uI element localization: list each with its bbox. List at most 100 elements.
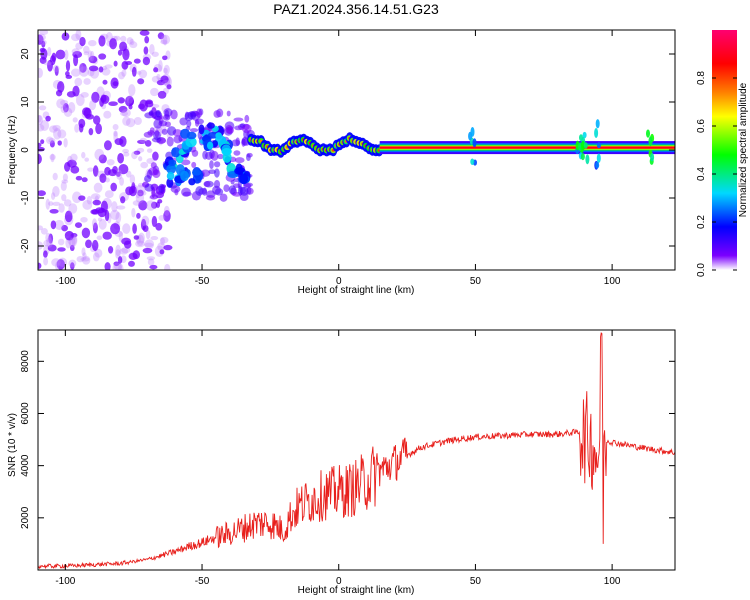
noise-speck: [113, 130, 118, 137]
noise-speck: [45, 198, 51, 210]
line-disturbance: [595, 161, 600, 169]
signal-speck: [231, 139, 241, 147]
noise-speck: [155, 222, 163, 231]
noise-speck: [78, 195, 86, 201]
noise-speck: [163, 64, 170, 75]
signal-speck: [195, 186, 204, 196]
spectrogram-y-axis-label: Frequency (Hz): [7, 116, 18, 185]
noise-speck: [126, 37, 134, 45]
noise-speck: [79, 36, 86, 47]
noise-speck: [131, 151, 138, 160]
noise-speck: [75, 94, 85, 106]
noise-speck: [160, 39, 168, 45]
signal-speck: [213, 110, 221, 118]
noise-speck: [88, 39, 97, 47]
noise-speck: [55, 89, 63, 97]
noise-speck: [43, 239, 52, 247]
noise-speck: [70, 262, 75, 270]
line-disturbance: [472, 138, 477, 148]
signal-speck: [146, 169, 153, 179]
noise-speck: [128, 260, 135, 267]
noise-speck: [103, 140, 112, 151]
signal-speck: [170, 109, 178, 120]
line-disturbance: [648, 136, 653, 147]
noise-speck: [98, 35, 106, 47]
noise-speck: [60, 105, 68, 114]
noise-speck: [138, 232, 145, 244]
noise-speck: [98, 66, 104, 73]
noise-speck: [138, 200, 148, 211]
noise-speck: [120, 35, 127, 43]
noise-speck: [57, 81, 65, 93]
noise-speck: [104, 209, 110, 222]
noise-speck: [160, 75, 169, 84]
noise-speck: [116, 205, 126, 210]
noise-speck: [116, 171, 121, 177]
noise-speck: [74, 77, 83, 87]
noise-speck: [94, 248, 103, 258]
noise-speck: [54, 65, 59, 76]
noise-speck: [112, 166, 118, 174]
signal-speck: [161, 128, 168, 135]
noise-speck: [81, 177, 88, 183]
noise-speck: [118, 231, 123, 242]
noise-speck: [38, 142, 42, 148]
noise-speck: [144, 139, 152, 147]
noise-speck: [81, 151, 86, 159]
noise-speck: [95, 123, 102, 135]
noise-speck: [117, 153, 124, 164]
noise-speck: [43, 250, 48, 258]
signal-speck: [213, 180, 221, 189]
noise-speck: [115, 244, 121, 257]
x-tick-label: -100: [55, 576, 75, 587]
noise-speck: [70, 165, 80, 174]
line-disturbance: [583, 142, 588, 149]
noise-speck: [98, 154, 107, 164]
noise-speck: [38, 33, 46, 41]
noise-speck: [129, 38, 135, 46]
line-disturbance: [650, 153, 655, 162]
noise-speck: [99, 97, 104, 107]
signal-speck: [163, 108, 173, 117]
noise-speck: [40, 227, 48, 235]
noise-speck: [118, 105, 128, 113]
noise-speck: [159, 249, 165, 255]
noise-speck: [48, 138, 56, 143]
noise-speck: [38, 105, 47, 111]
noise-speck: [121, 69, 127, 77]
noise-speck: [138, 156, 143, 162]
noise-speck: [61, 194, 67, 202]
noise-speck: [122, 48, 130, 61]
signal-speck: [209, 160, 214, 170]
noise-speck: [75, 30, 82, 40]
noise-speck: [80, 257, 90, 262]
noise-speck: [150, 236, 159, 241]
noise-speck: [150, 87, 159, 97]
noise-speck: [93, 182, 103, 193]
signal-speck: [244, 114, 250, 123]
noise-speck: [104, 262, 111, 270]
noise-speck: [47, 244, 57, 252]
noise-speck: [162, 35, 168, 46]
noise-speck: [88, 55, 98, 64]
signal-speck: [195, 119, 200, 127]
line-disturbance: [594, 128, 599, 138]
signal-cluster: [180, 170, 189, 182]
noise-speck: [81, 247, 86, 257]
noise-speck: [131, 207, 136, 218]
y-tick-label: 6000: [20, 402, 31, 425]
noise-speck: [85, 239, 92, 249]
noise-speck: [144, 35, 150, 44]
noise-speck: [139, 137, 147, 144]
noise-speck: [52, 172, 58, 181]
noise-speck: [48, 233, 54, 244]
noise-speck: [86, 195, 93, 205]
snr-x-axis-label: Height of straight line (km): [298, 585, 415, 596]
noise-speck: [87, 167, 94, 172]
noise-speck: [47, 46, 52, 57]
noise-speck: [57, 140, 62, 146]
noise-speck: [73, 54, 79, 67]
noise-speck: [40, 40, 47, 45]
signal-speck: [180, 159, 191, 166]
line-disturbance: [596, 153, 601, 163]
